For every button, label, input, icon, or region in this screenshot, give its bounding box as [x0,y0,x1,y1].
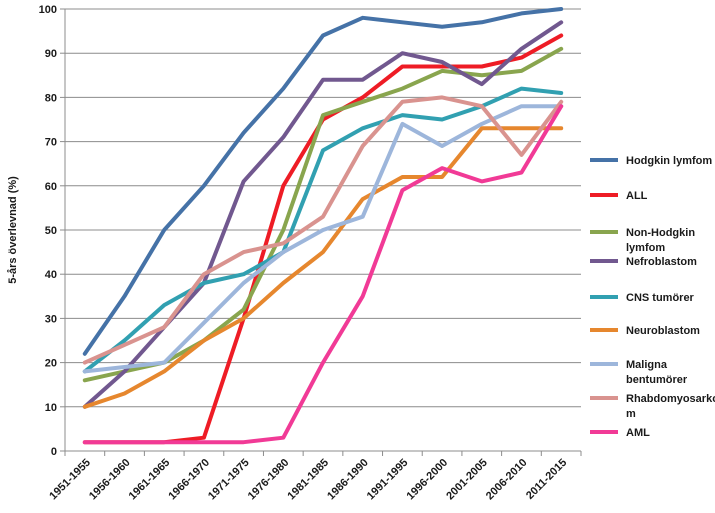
legend-label: lymfom [626,242,665,254]
y-tick-label: 100 [39,4,57,16]
x-tick-label: 1956-1960 [87,457,133,503]
legend-label: Maligna [626,359,668,371]
series-lines [82,7,564,445]
x-tick-label: 1986-1990 [325,457,371,503]
x-tick-label: 1971-1975 [206,457,252,503]
y-axis-label: 5-års överlevnad (%) [7,176,19,284]
y-tick-label: 90 [45,48,57,60]
legend-item: Maligna bentumörer [590,359,688,386]
legend-item: Non-Hodgkin lymfom [590,227,695,254]
series-line-8 [82,104,564,445]
x-tick-label: 1981-1985 [285,457,331,503]
series-line-0 [82,7,564,356]
legend-label: Hodgkin lymfom [626,155,712,167]
x-tick-label: 2006-2010 [484,457,530,503]
x-tick-label: 1976-1980 [246,457,292,503]
legend-item: Neuroblastom [590,325,700,337]
y-tick-label: 60 [45,181,57,193]
legend-label: bentumörer [626,374,688,386]
y-tick-label: 30 [45,313,57,325]
legend-item: Nefroblastom [590,256,697,268]
legend-item: AML [590,427,650,439]
legend-label: Neuroblastom [626,325,700,337]
series-line-7 [82,95,564,365]
y-tick-label: 80 [45,92,57,104]
y-tick-label: 50 [45,225,57,237]
y-tick-label: 10 [45,402,57,414]
legend-label: Rhabdomyosarko [626,393,715,405]
x-tick-label: 2011-2015 [524,457,569,502]
x-tick-labels: 1951-19551956-19601961-19651966-19701971… [47,457,569,503]
legend-label: AML [626,427,650,439]
y-tick-labels: 0 10 20 30 40 50 60 70 80 90 100 [39,4,57,458]
x-tick-label: 1951-1955 [47,457,93,503]
y-tick-label: 0 [51,446,57,458]
x-tick-label: 2001-2005 [444,457,490,503]
y-tick-label: 70 [45,137,57,149]
legend-item: Rhabdomyosarko m [590,393,715,420]
x-tick-label: 1991-1995 [365,457,411,503]
y-tick-label: 20 [45,358,57,370]
legend-item: Hodgkin lymfom [590,155,712,167]
legend-label: ALL [626,190,648,202]
x-tick-label: 1966-1970 [166,457,212,503]
legend-label: CNS tumörer [626,292,695,304]
legend-label: m [626,408,636,420]
axes [64,9,582,456]
series-line-6 [82,104,564,374]
legend-item: ALL [590,190,648,202]
y-tick-label: 40 [45,269,57,281]
legend-item: CNS tumörer [590,292,695,304]
legend: Hodgkin lymfom ALL Non-Hodgkin lymfom Nefrob… [590,155,715,439]
legend-label: Non-Hodgkin [626,227,695,239]
series-line-1 [82,33,564,445]
x-tick-label: 1996-2000 [405,457,451,503]
series-line-5 [82,126,564,409]
legend-label: Nefroblastom [626,256,697,268]
x-tick-label: 1961-1965 [127,457,173,503]
